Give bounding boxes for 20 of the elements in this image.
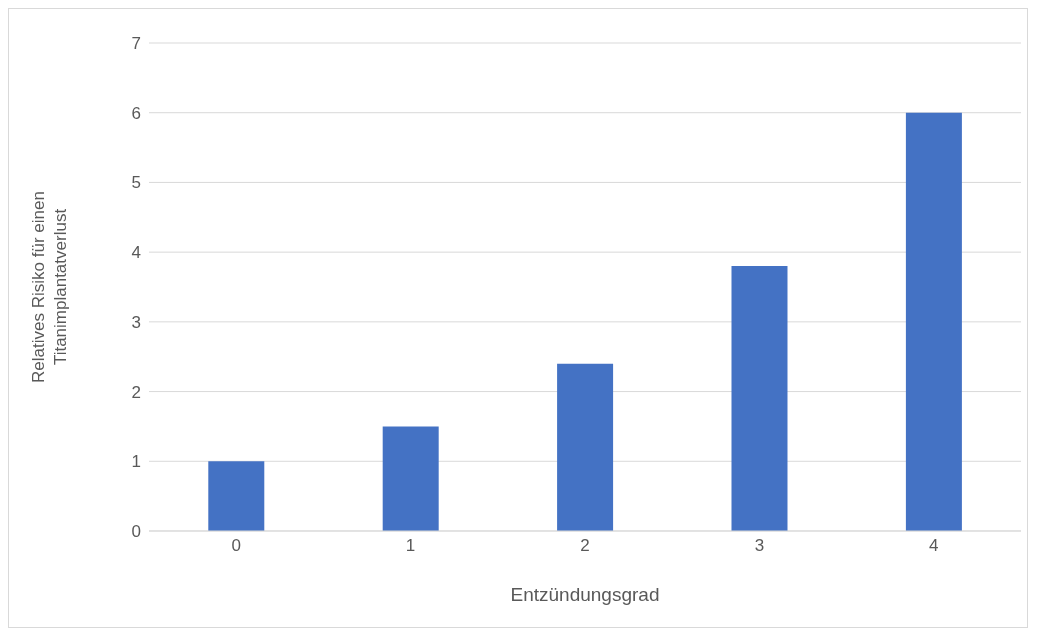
x-axis-title: Entzündungsgrad <box>510 584 660 605</box>
x-tick-label: 0 <box>231 536 241 556</box>
bar <box>557 363 614 531</box>
y-tick-label: 6 <box>131 103 141 123</box>
y-tick-label: 3 <box>131 312 141 332</box>
y-tick-label: 1 <box>131 452 141 472</box>
y-tick-label: 5 <box>131 173 141 193</box>
x-tick-label: 3 <box>754 536 765 556</box>
bar <box>731 266 788 531</box>
y-tick-label: 0 <box>131 522 141 542</box>
bar <box>382 426 439 531</box>
y-tick-label: 4 <box>131 243 141 263</box>
y-tick-label: 7 <box>131 34 141 54</box>
bar <box>208 461 265 531</box>
x-tick-label: 4 <box>929 536 939 556</box>
y-axis-title: Relatives Risiko für einen Titanimplantatverlust <box>29 191 70 383</box>
x-tick-label: 1 <box>405 536 416 556</box>
x-tick-label: 2 <box>580 536 590 556</box>
y-tick-label: 2 <box>131 382 141 402</box>
bar <box>905 112 962 531</box>
